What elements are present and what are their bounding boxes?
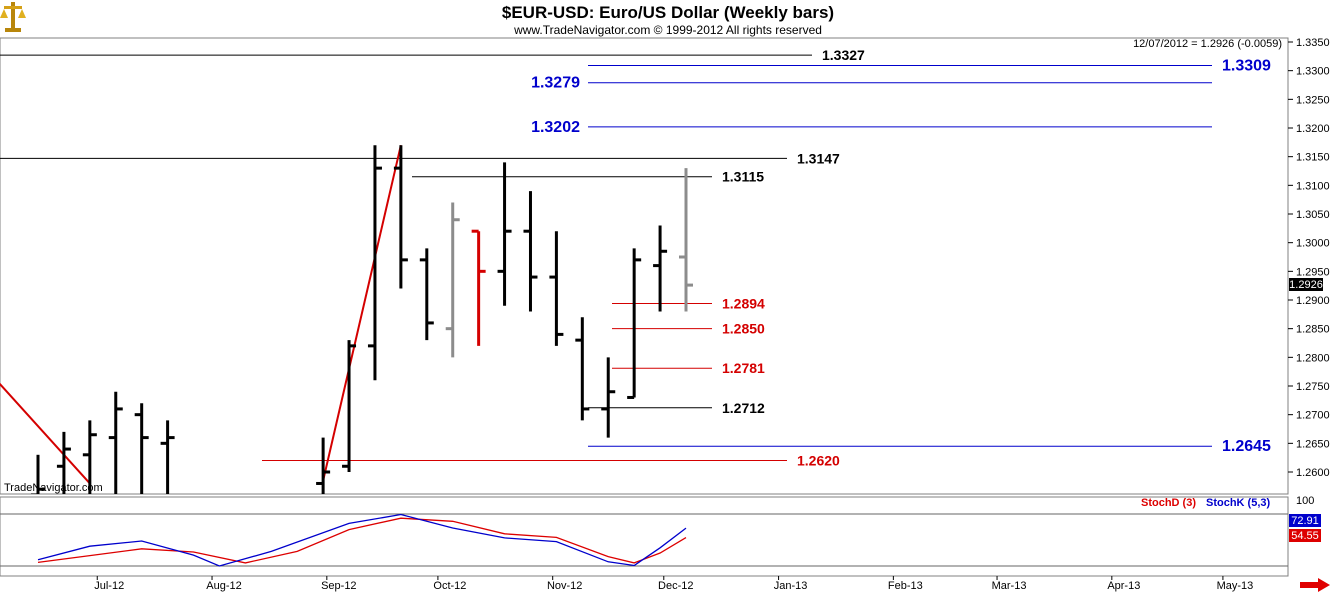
y-tick-label: 1.3250 bbox=[1296, 94, 1330, 106]
ohlc-bar bbox=[497, 162, 512, 306]
price-axis: 1.3350 1.3300 1.3250 1.3200 1.3150 1.3100 1.30… bbox=[1288, 37, 1330, 479]
y-tick-label: 1.3050 bbox=[1296, 209, 1330, 221]
ohlc-bar bbox=[419, 248, 434, 341]
stochk-legend: StochK (5,3) bbox=[1206, 497, 1271, 509]
red-right-arrow-icon[interactable] bbox=[1300, 578, 1330, 592]
ohlc-bar bbox=[679, 168, 693, 312]
chart-title: $EUR-USD: Euro/US Dollar (Weekly bars) bbox=[502, 3, 834, 22]
ohlc-bar bbox=[575, 317, 590, 421]
stoch-series-line bbox=[37, 513, 687, 567]
x-tick-label: May-13 bbox=[1217, 580, 1254, 592]
ohlc-bar bbox=[31, 454, 45, 494]
ohlc-bar bbox=[445, 202, 460, 358]
last-price-label: 1.2926 bbox=[1289, 279, 1323, 291]
y-tick-label: 1.3150 bbox=[1296, 152, 1330, 164]
logo-icon bbox=[0, 2, 26, 32]
level-label: 1.2712 bbox=[722, 400, 765, 416]
ohlc-bar bbox=[367, 145, 382, 381]
ohlc-bar bbox=[393, 145, 408, 289]
stochd-value-box bbox=[1289, 529, 1321, 542]
ohlc-bar bbox=[134, 403, 149, 494]
trend-line bbox=[322, 144, 402, 481]
x-tick-label: Feb-13 bbox=[888, 580, 923, 592]
x-axis: Jul-12 Aug-12 Sep-12 Oct-12 Nov-12 Dec-12 Jan-… bbox=[94, 576, 1253, 592]
levels-layer: 1.3327 1.3309 1.3279 1.3202 1.3147 1.3115 1.28… bbox=[0, 47, 1271, 469]
watermark: TradeNavigator.com bbox=[4, 482, 103, 494]
level-label: 1.2894 bbox=[722, 295, 765, 311]
y-tick-label: 1.2950 bbox=[1296, 266, 1330, 278]
trend-line bbox=[0, 382, 91, 485]
level-label: 1.3279 bbox=[531, 75, 580, 92]
x-tick-label: Oct-12 bbox=[433, 580, 466, 592]
y-tick-label: 1.3350 bbox=[1296, 37, 1330, 49]
ohlc-bar bbox=[627, 248, 642, 399]
x-tick-label: Jan-13 bbox=[774, 580, 808, 592]
y-tick-label: 1.3100 bbox=[1296, 180, 1330, 192]
y-tick-label: 1.3000 bbox=[1296, 238, 1330, 250]
x-tick-label: Mar-13 bbox=[992, 580, 1027, 592]
bars-layer bbox=[31, 145, 693, 494]
trend-layer bbox=[0, 144, 402, 485]
stoch-layer bbox=[37, 513, 687, 567]
ohlc-bar bbox=[549, 231, 564, 346]
last-price-box bbox=[1289, 278, 1323, 291]
x-tick-label: Aug-12 bbox=[206, 580, 241, 592]
stochk-value: 72.91 bbox=[1291, 515, 1319, 527]
ohlc-bar bbox=[342, 340, 357, 472]
ohlc-bar bbox=[82, 420, 97, 494]
x-tick-label: Apr-13 bbox=[1107, 580, 1140, 592]
level-label: 1.3147 bbox=[797, 150, 840, 166]
ohlc-bar bbox=[160, 420, 175, 494]
level-label: 1.3309 bbox=[1222, 58, 1271, 75]
last-quote: 12/07/2012 = 1.2926 (-0.0059) bbox=[1133, 38, 1282, 50]
x-tick-label: Dec-12 bbox=[658, 580, 693, 592]
y-tick-label: 1.2800 bbox=[1296, 352, 1330, 364]
y-tick-label: 1.2850 bbox=[1296, 324, 1330, 336]
copyright-text: www.TradeNavigator.com © 1999-2012 All r… bbox=[513, 23, 822, 37]
x-tick-label: Nov-12 bbox=[547, 580, 582, 592]
stochk-value-box bbox=[1289, 514, 1321, 527]
level-label: 1.3115 bbox=[722, 169, 764, 185]
stochastic-panel-frame bbox=[0, 496, 1289, 577]
ohlc-bar bbox=[601, 357, 616, 438]
level-label: 1.2781 bbox=[722, 360, 765, 376]
stochd-legend: StochD (3) bbox=[1141, 497, 1196, 509]
y-tick-label: 1.2700 bbox=[1296, 410, 1330, 422]
level-label: 1.3202 bbox=[531, 119, 580, 136]
level-label: 1.2850 bbox=[722, 321, 765, 337]
y-tick-label: 1.2650 bbox=[1296, 438, 1330, 450]
level-label: 1.3327 bbox=[822, 47, 865, 63]
stochd-value: 54.55 bbox=[1291, 530, 1319, 542]
ohlc-bar bbox=[56, 431, 71, 494]
y-tick-label: 1.3200 bbox=[1296, 123, 1330, 135]
stoch-series-line bbox=[37, 517, 687, 564]
y-tick-label: 1.2600 bbox=[1296, 467, 1330, 479]
ohlc-bar bbox=[523, 191, 538, 312]
x-tick-label: Sep-12 bbox=[321, 580, 356, 592]
ohlc-bar bbox=[316, 437, 331, 494]
stoch-tick-100: 100 bbox=[1296, 495, 1314, 507]
y-tick-label: 1.2750 bbox=[1296, 381, 1330, 393]
y-tick-label: 1.3300 bbox=[1296, 66, 1330, 78]
ohlc-bar bbox=[108, 391, 123, 494]
y-tick-label: 1.2900 bbox=[1296, 295, 1330, 307]
level-label: 1.2645 bbox=[1222, 438, 1271, 455]
ohlc-bar bbox=[471, 229, 486, 346]
price-panel-frame bbox=[0, 37, 1289, 495]
level-label: 1.2620 bbox=[797, 453, 840, 469]
x-tick-label: Jul-12 bbox=[94, 580, 124, 592]
ohlc-bar bbox=[653, 225, 668, 312]
